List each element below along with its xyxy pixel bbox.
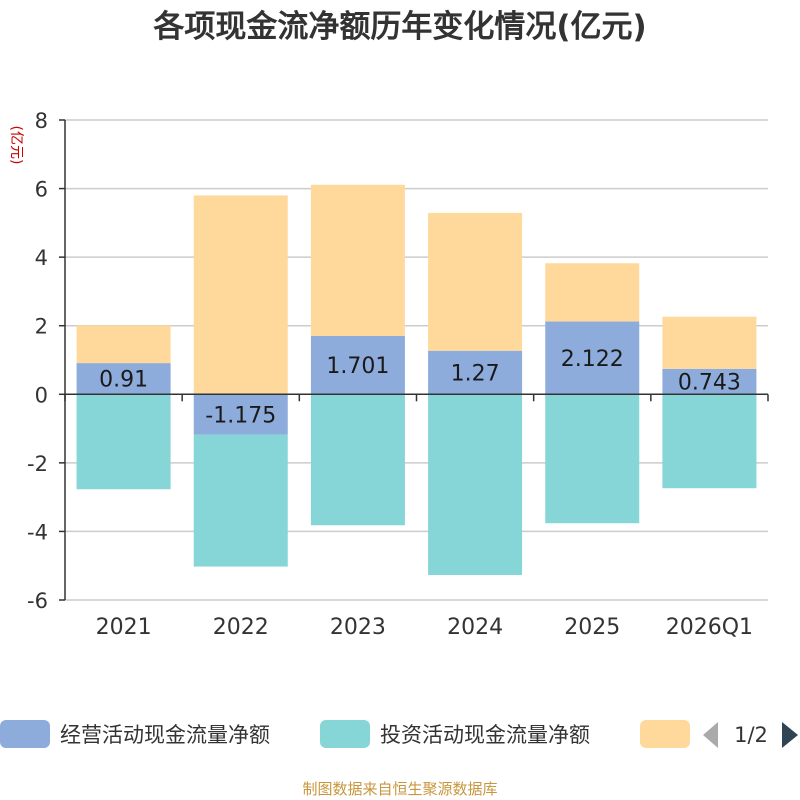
x-tick-label: 2023 <box>330 615 386 640</box>
chart-title: 各项现金流净额历年变化情况(亿元) <box>152 9 646 45</box>
bar-2026Q1-series1 <box>662 368 757 395</box>
bar-2026Q1-series2 <box>662 394 757 489</box>
data-label-2021: 0.91 <box>99 368 148 393</box>
bar-2023-series3 <box>310 184 405 336</box>
y-tick-label: -2 <box>27 452 48 476</box>
legend-page-indicator: 1/2 <box>734 723 768 747</box>
bar-2023-series2 <box>310 394 405 526</box>
source-note: 制图数据来自恒生聚源数据库 <box>302 780 497 798</box>
bar-2023-series1 <box>310 335 405 395</box>
axes: -6 -4 -2 0 2 4 6 8 2021 2022 2023 2024 2025 2026Q1 <box>27 109 769 640</box>
bar-2021-series2 <box>76 394 171 490</box>
y-tick-label: 8 <box>35 109 48 133</box>
y-tick-label: 2 <box>35 315 48 339</box>
bar-2022-series1 <box>193 394 288 435</box>
bar-2025-series1 <box>545 321 640 395</box>
legend-swatch <box>320 720 370 748</box>
legend-label: 投资活动现金流量净额 <box>380 723 590 747</box>
x-tick-label: 2025 <box>564 615 620 640</box>
data-label-2026Q1: 0.743 <box>678 371 741 396</box>
x-tick-label: 2021 <box>96 615 152 640</box>
y-tick-label: -6 <box>27 589 48 613</box>
legend-label: 经营活动现金流量净额 <box>60 723 270 747</box>
legend: 经营活动现金流量净额 投资活动现金流量净额 1/2 <box>0 720 798 748</box>
data-label-2022: -1.175 <box>205 403 276 428</box>
bars <box>76 184 757 575</box>
y-tick-label: 6 <box>35 178 48 202</box>
y-axis-label: (亿元) <box>8 126 24 165</box>
y-tick-label: 0 <box>35 383 48 407</box>
next-page-icon <box>782 722 798 748</box>
bar-2024-series1 <box>428 350 523 395</box>
bar-2024-series3 <box>428 212 523 351</box>
bar-2022-series3 <box>193 195 288 395</box>
bar-2021-series1 <box>76 363 171 395</box>
y-tick-label: 4 <box>35 246 48 270</box>
data-label-2023: 1.701 <box>326 354 389 379</box>
legend-swatch <box>0 720 50 748</box>
y-tick-label: -4 <box>27 520 48 544</box>
bar-2026Q1-series3 <box>662 316 757 369</box>
bar-2025-series3 <box>545 263 640 322</box>
x-tick-label: 2026Q1 <box>666 615 753 640</box>
bar-2024-series2 <box>428 394 523 575</box>
bar-2022-series2 <box>193 434 288 567</box>
data-labels: 0.91 -1.175 1.701 1.27 2.122 0.743 <box>99 347 741 429</box>
x-tick-label: 2024 <box>447 615 503 640</box>
x-tick-label: 2022 <box>213 615 269 640</box>
bar-2021-series3 <box>76 325 171 364</box>
data-label-2024: 1.27 <box>451 362 500 387</box>
prev-page-icon <box>703 722 718 748</box>
data-label-2025: 2.122 <box>561 347 624 372</box>
legend-swatch <box>640 720 690 748</box>
bar-2025-series2 <box>545 394 640 524</box>
